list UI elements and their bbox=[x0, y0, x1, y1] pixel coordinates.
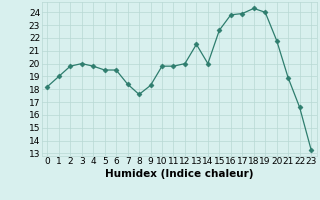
X-axis label: Humidex (Indice chaleur): Humidex (Indice chaleur) bbox=[105, 169, 253, 179]
